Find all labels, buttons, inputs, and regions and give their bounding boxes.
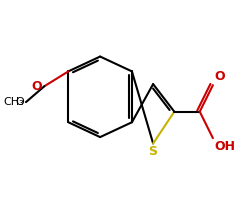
Text: S: S <box>149 145 158 158</box>
Text: O: O <box>15 97 24 107</box>
Text: O: O <box>214 70 225 83</box>
Text: O: O <box>32 80 42 93</box>
Text: OH: OH <box>214 140 235 153</box>
Text: CH₃: CH₃ <box>3 97 24 107</box>
